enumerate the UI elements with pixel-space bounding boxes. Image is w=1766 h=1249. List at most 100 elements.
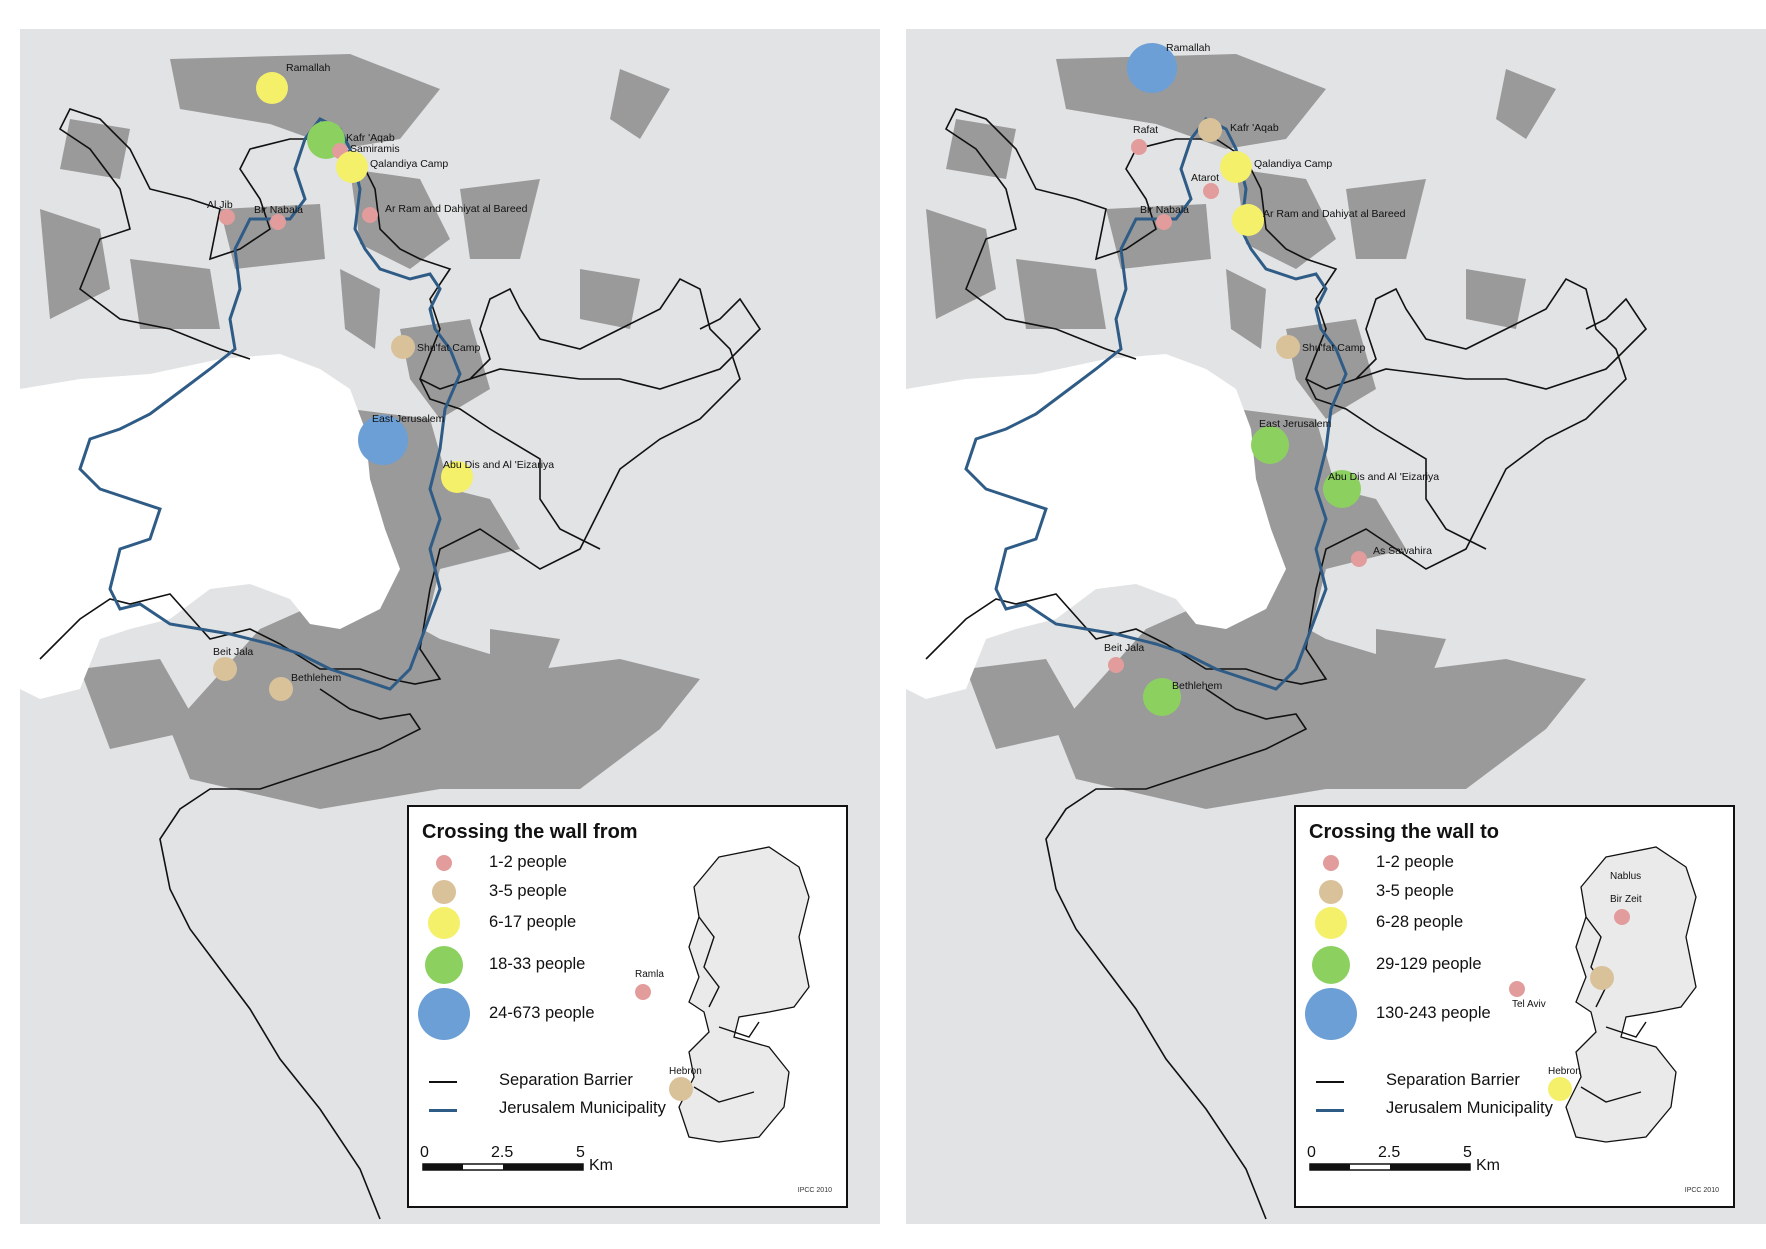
built-up-area [220,204,325,269]
place-label: Rafat [1133,124,1159,136]
place-bubble [1198,118,1222,142]
place-bubble [219,209,235,225]
legend-class-label: 6-17 people [489,913,577,931]
built-up-area [170,54,440,149]
west-bank-inset-map [678,846,810,1143]
place-bubble [1203,183,1219,199]
built-up-area [926,209,996,319]
jerusalem-municipality-line [78,117,462,691]
built-up-areas [926,54,1586,809]
built-up-areas [40,54,700,809]
inset-place-bubble [1614,909,1630,925]
built-up-area [460,179,540,259]
legend-swatch [436,855,452,871]
place-bubble [441,461,473,493]
legend-swatch [1312,946,1350,984]
legend-swatch [432,880,456,904]
inset-place-label: Tel Aviv [1512,999,1546,1010]
unbuilt-west-area [906,354,1286,699]
place-label: Beit Jala [1104,642,1145,654]
place-bubbles [1108,43,1367,716]
built-up-area [170,589,700,809]
map-crossing-from: Ramallah Kafr 'Aqab Samiramis Qalandiya Cam… [20,29,880,1224]
place-label: Beit Jala [213,646,254,658]
legend-class-label: 1-2 people [1376,853,1454,871]
legend-class-label: 1-2 people [489,853,567,871]
place-label: Kafr 'Aqab [1230,122,1279,134]
place-bubble [1143,678,1181,716]
legend-swatch [425,946,463,984]
municipality-legend-line [1316,1109,1344,1112]
legend-swatch [417,987,471,1041]
scale-0: 0 [420,1144,429,1161]
place-bubble [270,214,286,230]
built-up-area [580,269,640,329]
west-bank-inset-map [1565,846,1697,1143]
place-bubble [1251,426,1289,464]
place-label: Ar Ram and Dahiyat al Bareed [385,203,528,215]
place-label: Bir Nabala [254,204,304,216]
place-label: Ar Ram and Dahiyat al Bareed [1263,208,1406,220]
legend-class-label: 3-5 people [1376,882,1454,900]
built-up-area [1286,319,1376,419]
unbuilt-west-area [20,354,400,699]
inset-place-label: Ramla [635,969,664,980]
place-bubble [1108,657,1124,673]
place-bubbles [213,72,473,701]
legend-swatch [1319,880,1343,904]
place-label: As Sawahira [1373,545,1432,557]
built-up-area [1466,269,1526,329]
scale-bar [1309,1163,1471,1171]
place-bubble [358,415,408,465]
municipality-legend-line [429,1109,457,1112]
place-label: Bir Nabala [1140,204,1190,216]
scale-mid: 2.5 [491,1144,514,1161]
inset-barrier-line [693,916,760,1103]
legend: Crossing the wall to 1-2 people 3-5 peopl… [1294,805,1735,1208]
legend-title: Crossing the wall from [422,821,638,843]
scale-unit: Km [589,1157,613,1174]
barrier-legend-line [429,1081,457,1083]
built-up-area [1016,259,1106,329]
municipality-legend-label: Jerusalem Municipality [499,1099,666,1117]
separation-barrier-line [39,108,762,1220]
jerusalem-municipality-line [964,117,1348,691]
place-bubble [1232,204,1264,236]
place-label: Abu Dis and Al 'Eizariya [1328,471,1440,483]
built-up-area [1376,629,1446,689]
place-bubble [1127,43,1177,93]
place-label: Bethlehem [291,672,342,684]
barrier-legend-label: Separation Barrier [499,1071,633,1089]
place-label: East Jerusalem [1259,418,1332,430]
built-up-area [350,409,520,649]
legend-class-label: 29-129 people [1376,955,1482,973]
built-up-area [1496,69,1556,139]
built-up-area [60,119,130,179]
legend-class-label: 3-5 people [489,882,567,900]
west-bank-outline [1565,846,1697,1143]
built-up-area [490,629,560,689]
place-bubble [1276,335,1300,359]
inset-place-label: Hebron [669,1066,702,1077]
place-label: Ramallah [286,62,331,74]
place-label: Atarot [1191,172,1220,184]
credit: IPCC 2010 [797,1187,832,1194]
legend-swatch [1323,855,1339,871]
place-label: Al Jib [207,199,233,211]
built-up-area [40,209,110,319]
place-bubble [391,335,415,359]
built-up-area [400,319,490,419]
legend-title: Crossing the wall to [1309,821,1500,843]
scale-unit: Km [1476,1157,1500,1174]
inset-barrier-line [1580,916,1647,1103]
place-label: East Jerusalem [372,413,445,425]
place-label: Abu Dis and Al 'Eizariya [443,459,555,471]
place-bubble [213,657,237,681]
legend-swatch [1315,907,1347,939]
place-bubble [1131,139,1147,155]
built-up-area [1226,269,1266,349]
scale-max: 5 [1463,1144,1472,1161]
built-up-area [946,119,1016,179]
legend-class-label: 24-673 people [489,1004,595,1022]
credit: IPCC 2010 [1684,1187,1719,1194]
